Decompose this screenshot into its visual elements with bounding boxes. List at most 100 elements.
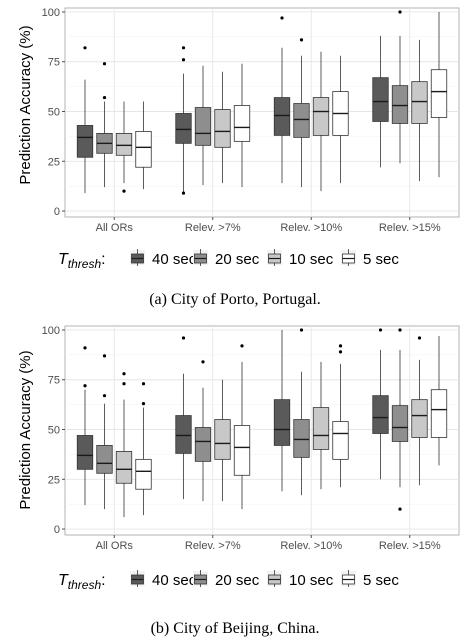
box-body — [273, 97, 291, 136]
legend-label: 5 sec — [363, 251, 399, 268]
y-ticks: 0 25 50 75 100 — [42, 325, 65, 536]
legend-title: Tthresh: — [58, 572, 106, 592]
legend-key-5sec: 5 sec — [341, 570, 399, 589]
x-tick-label: Relev. >7% — [185, 222, 241, 234]
box-20sec-1 — [96, 354, 113, 510]
legend-label: 40 sec — [152, 251, 197, 268]
box-body — [391, 405, 409, 442]
box-5sec-4 — [430, 335, 448, 466]
box-body — [273, 399, 291, 446]
legend-key-20sec: 20 sec — [193, 570, 260, 589]
box-10sec-2 — [214, 71, 231, 184]
box-20sec-2 — [194, 360, 212, 502]
box-40sec-3 — [273, 329, 291, 492]
legend-label: 10 sec — [289, 572, 334, 589]
legend-label: 20 sec — [215, 251, 260, 268]
box-20sec-1 — [96, 62, 113, 188]
box-body — [194, 107, 212, 146]
box-body — [332, 421, 349, 460]
x-ticks: All ORs Relev. >7% Relev. >10% Relev. >15% — [96, 535, 441, 552]
x-tick-label: Relev. >7% — [185, 540, 241, 552]
legend-porto: Tthresh: 40 sec 20 sec 10 sec 5 sec — [58, 249, 399, 271]
x-tick-label: Relev. >10% — [280, 222, 342, 234]
outlier-point — [141, 402, 146, 406]
legend-label: 10 sec — [289, 251, 334, 268]
y-tick-label: 75 — [48, 57, 60, 69]
box-10sec-1 — [115, 372, 133, 518]
outlier-point — [338, 344, 343, 348]
box-body — [430, 69, 448, 118]
outlier-point — [122, 372, 126, 376]
legend-key-10sec: 10 sec — [267, 249, 334, 268]
box-5sec-3 — [332, 55, 349, 184]
box-40sec-3 — [273, 16, 291, 184]
legend-title-suffix: : — [101, 572, 105, 589]
outlier-point — [398, 507, 402, 511]
outlier-point — [299, 38, 304, 42]
outlier-point — [83, 384, 87, 388]
box-body — [175, 415, 192, 454]
outlier-point — [83, 346, 87, 350]
box-5sec-2 — [233, 344, 251, 510]
legend-title: Tthresh: — [58, 251, 106, 271]
outlier-point — [102, 62, 107, 66]
box-10sec-2 — [214, 379, 231, 502]
outlier-point — [398, 328, 402, 332]
legend-title-sub: thresh — [68, 578, 102, 592]
box-20sec-4 — [391, 10, 409, 164]
box-5sec-4 — [430, 11, 448, 178]
box-5sec-3 — [332, 344, 349, 488]
legend-title-sub: thresh — [68, 257, 102, 271]
box-body — [135, 131, 152, 168]
outlier-point — [83, 46, 87, 50]
outlier-point — [299, 328, 304, 332]
outlier-point — [181, 58, 186, 62]
outlier-point — [417, 336, 422, 340]
box-10sec-1 — [115, 101, 133, 193]
outlier-point — [122, 189, 126, 193]
outlier-point — [181, 46, 186, 50]
box-body — [115, 132, 133, 156]
x-ticks: All ORs Relev. >7% Relev. >10% Relev. >15% — [96, 217, 441, 234]
box-body — [233, 425, 251, 476]
x-tick-label: All ORs — [96, 540, 134, 552]
outlier-point — [102, 394, 107, 398]
box-10sec-3 — [312, 361, 330, 490]
box-body — [115, 450, 133, 484]
x-tick-label: All ORs — [96, 222, 134, 234]
outlier-point — [280, 16, 284, 20]
box-20sec-4 — [391, 328, 409, 511]
box-body — [175, 113, 192, 144]
box-body — [372, 395, 389, 434]
legend-key-5sec: 5 sec — [341, 249, 399, 268]
caption-beijing: (b) City of Beijing, China. — [151, 620, 320, 637]
boxes — [76, 328, 448, 518]
legend-label: 20 sec — [215, 572, 260, 589]
box-body — [430, 389, 448, 438]
box-body — [312, 407, 330, 450]
box-body — [372, 77, 389, 122]
box-5sec-2 — [233, 63, 251, 188]
legend-title-main: T — [58, 572, 69, 589]
box-body — [411, 81, 428, 124]
outlier-point — [102, 95, 107, 100]
box-40sec-2 — [175, 46, 192, 195]
legend-title-suffix: : — [101, 251, 105, 268]
caption-porto: (a) City of Porto, Portugal. — [149, 291, 321, 308]
box-body — [96, 445, 113, 474]
box-5sec-1 — [135, 382, 152, 516]
y-tick-label: 25 — [48, 474, 60, 486]
y-tick-label: 50 — [48, 425, 60, 437]
outlier-point — [181, 191, 186, 195]
box-body — [214, 109, 231, 148]
outlier-point — [378, 328, 383, 332]
box-40sec-2 — [175, 336, 192, 500]
legend-beijing: Tthresh: 40 sec 20 sec 10 sec 5 sec — [58, 570, 399, 592]
box-body — [135, 458, 152, 490]
outlier-point — [398, 10, 402, 14]
y-tick-label: 50 — [48, 107, 60, 119]
outlier-point — [338, 350, 343, 354]
box-40sec-4 — [372, 35, 389, 168]
box-40sec-1 — [76, 46, 94, 194]
box-body — [194, 427, 212, 462]
